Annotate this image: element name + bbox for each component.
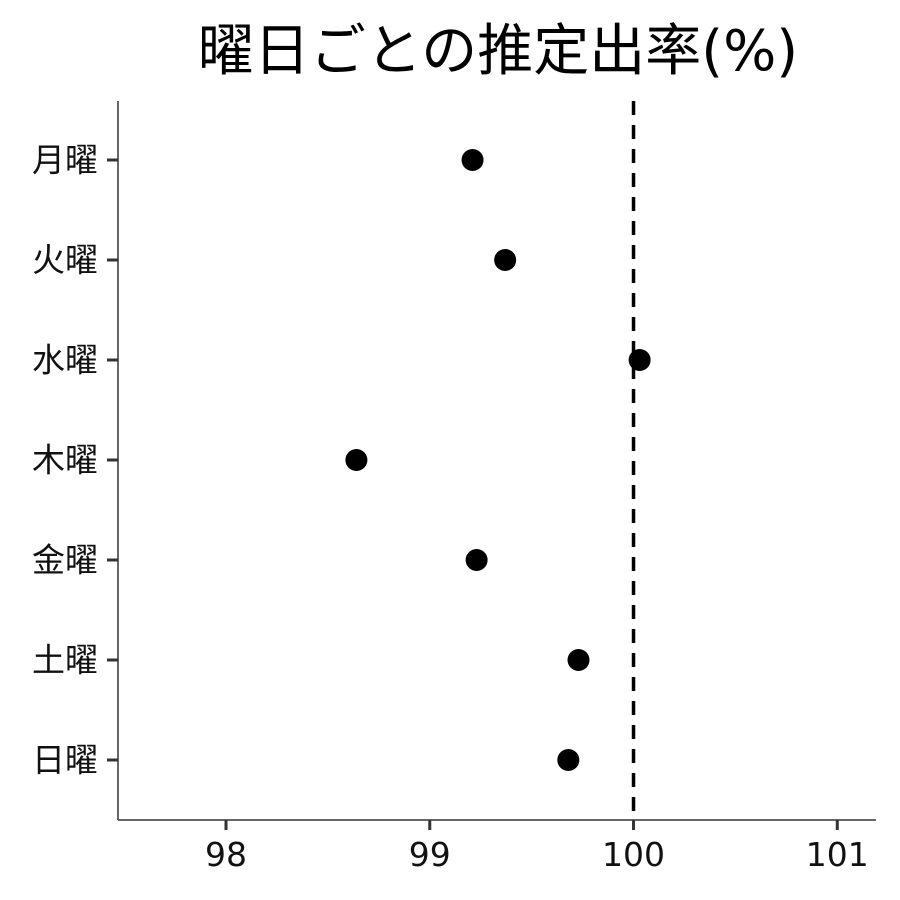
data-point [557, 749, 580, 771]
axes [117, 101, 876, 821]
data-point [461, 149, 484, 171]
y-tick-label: 木曜 [32, 441, 98, 480]
x-tick-label: 99 [409, 835, 451, 874]
data-point [628, 349, 651, 371]
data-points [345, 149, 651, 771]
x-axis-ticks: 98 99 100 101 [205, 820, 869, 874]
data-point [494, 249, 517, 271]
x-tick-label: 100 [602, 835, 665, 874]
y-tick-label: 土曜 [32, 641, 98, 680]
y-tick-label: 金曜 [32, 541, 98, 580]
x-tick-label: 98 [205, 835, 247, 874]
y-tick-label: 日曜 [32, 741, 98, 780]
y-tick-label: 月曜 [32, 141, 98, 180]
chart-title: 曜日ごとの推定出率(%) [197, 19, 799, 84]
x-tick-label: 101 [806, 835, 869, 874]
data-point [567, 649, 590, 671]
data-point [465, 549, 488, 571]
y-tick-label: 火曜 [32, 241, 98, 280]
data-point [345, 449, 368, 471]
y-tick-label: 水曜 [32, 341, 98, 380]
